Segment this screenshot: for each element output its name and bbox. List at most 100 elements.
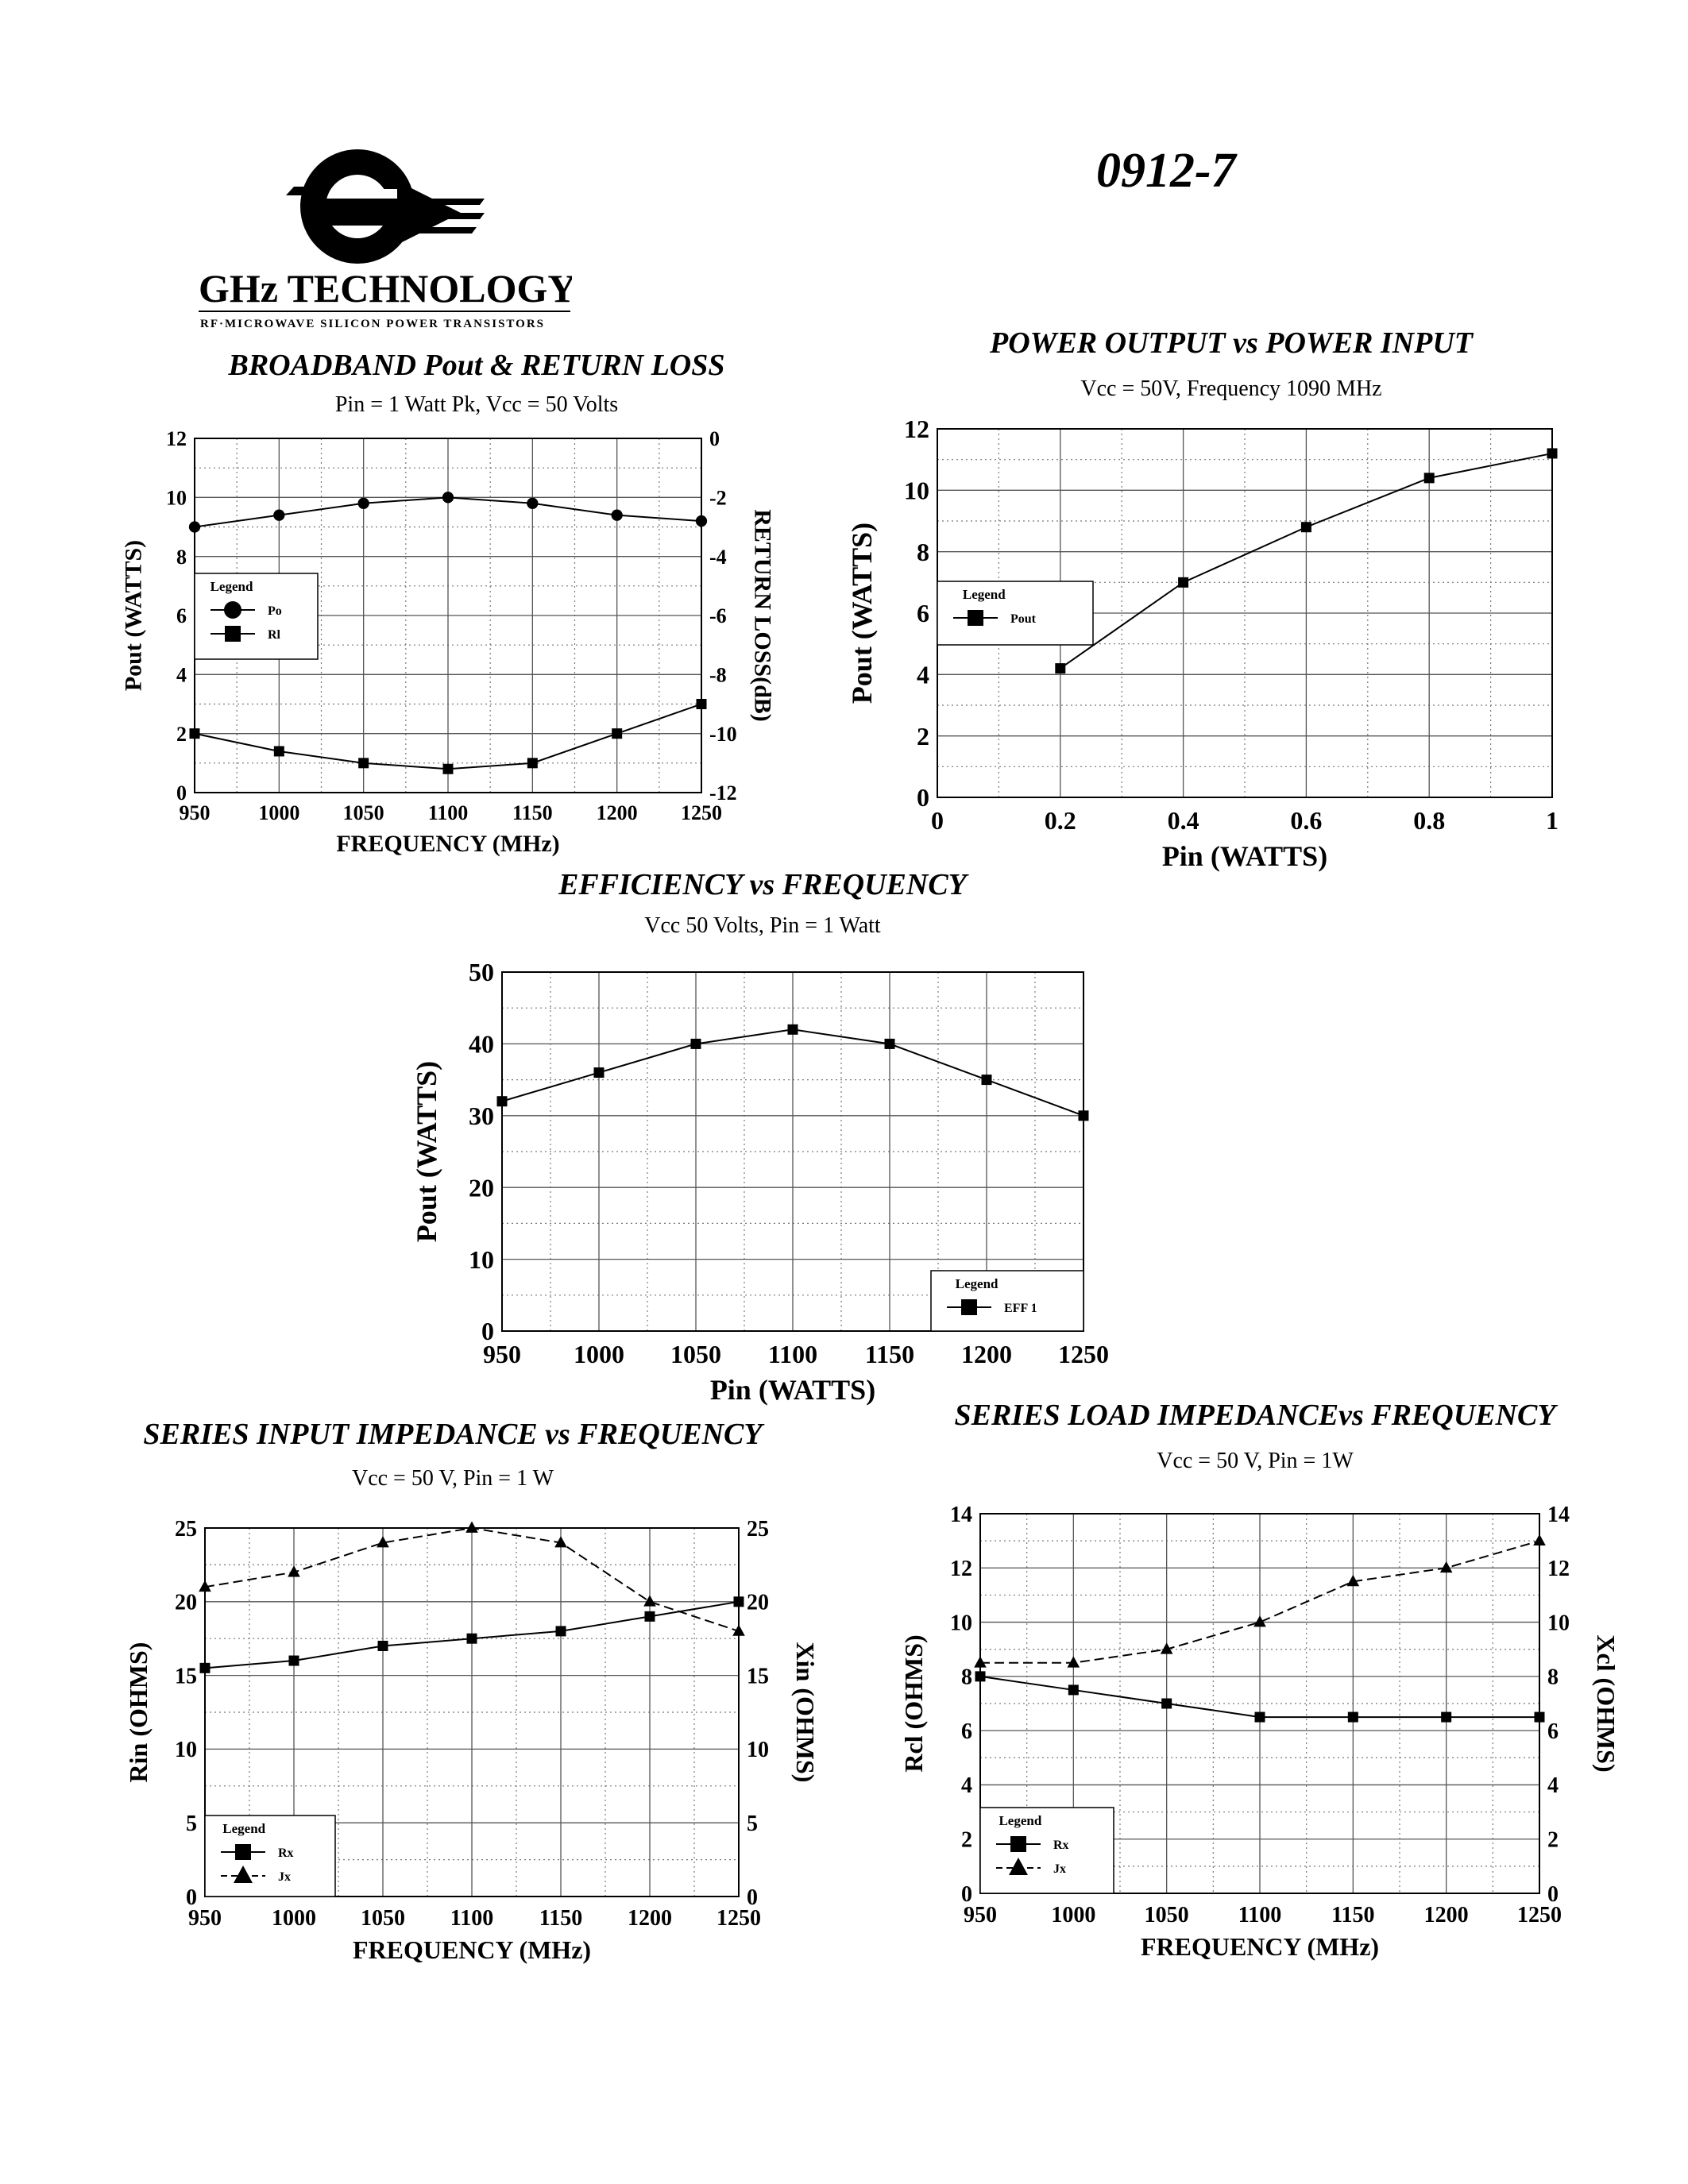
- chart-input-impedance: 950 1000 1050 1100 1150 1200 12500510152025051…: [124, 1517, 820, 1964]
- x-tick-label: 1000: [272, 1906, 316, 1931]
- x-tick-label: 1100: [450, 1906, 493, 1931]
- data-point: [1347, 1711, 1358, 1723]
- data-point: [1055, 663, 1066, 674]
- data-point: [199, 1580, 211, 1592]
- x-tick-label: 1050: [343, 801, 384, 824]
- y-right-tick-label: 0: [709, 427, 720, 450]
- y-right-tick-label: 6: [1547, 1719, 1559, 1744]
- data-point: [696, 699, 707, 709]
- x-tick-label: 950: [483, 1340, 521, 1368]
- legend-marker: [968, 610, 983, 626]
- data-point: [974, 1656, 987, 1668]
- data-point: [189, 728, 200, 739]
- data-point: [1533, 1534, 1546, 1545]
- y-right-axis-label: Xin (OHMS): [791, 1642, 820, 1783]
- y-tick-label: 6: [961, 1719, 972, 1744]
- plot-frame: [979, 1513, 1540, 1894]
- legend-label: Jx: [278, 1870, 291, 1884]
- data-point: [884, 1038, 895, 1049]
- data-point: [975, 1671, 986, 1682]
- load-impedance-title: SERIES LOAD IMPEDANCEvs FREQUENCY: [954, 1399, 1556, 1432]
- legend-label: EFF 1: [1004, 1302, 1037, 1315]
- y-right-tick-label: -6: [709, 604, 727, 627]
- data-point: [273, 509, 285, 521]
- y-axis-label: Pout (WATTS): [411, 1061, 442, 1242]
- y-tick-label: 4: [917, 661, 929, 689]
- x-tick-label: 1150: [512, 801, 553, 824]
- y-right-tick-label: 8: [1547, 1665, 1559, 1690]
- legend-box: [979, 1807, 1114, 1894]
- x-tick-label: 950: [188, 1906, 222, 1931]
- legend-box: [194, 573, 319, 660]
- y-tick-label: 8: [917, 538, 929, 566]
- data-point: [593, 1067, 605, 1078]
- legend-box: [930, 1270, 1084, 1332]
- x-tick-label: 1150: [539, 1906, 582, 1931]
- x-tick-label: 1200: [628, 1906, 672, 1931]
- x-tick-label: 1100: [768, 1340, 817, 1368]
- data-point: [357, 497, 369, 509]
- legend-label: Rx: [1053, 1839, 1069, 1852]
- y-right-tick-label: -8: [709, 663, 727, 686]
- data-point: [732, 1624, 745, 1636]
- x-tick-label: 950: [964, 1903, 997, 1927]
- legend-title: Legend: [222, 1821, 265, 1836]
- x-tick-label: 950: [180, 801, 211, 824]
- y-tick-label: 2: [961, 1828, 972, 1853]
- data-point: [496, 1096, 508, 1107]
- y-tick-label: 25: [175, 1517, 197, 1542]
- legend: Legend Rx Jx: [979, 1807, 1114, 1894]
- y-tick-label: 12: [166, 427, 187, 450]
- x-tick-label: 1: [1546, 806, 1559, 835]
- y-tick-label: 14: [950, 1503, 972, 1527]
- y-tick-label: 20: [175, 1591, 197, 1615]
- x-tick-label: 1000: [574, 1340, 624, 1368]
- legend: Legend Rx Jx: [204, 1815, 336, 1897]
- y-right-tick-label: 5: [747, 1812, 758, 1836]
- y-right-tick-label: 12: [1547, 1557, 1570, 1581]
- y-axis-label: Rin (OHMS): [124, 1642, 153, 1783]
- y-tick-label: 40: [469, 1030, 494, 1059]
- company-logo: GHz TECHNOLOGY RF·MICROWAVE SILICON POWE…: [199, 149, 572, 330]
- y-tick-label: 0: [481, 1317, 494, 1345]
- y-right-tick-label: -4: [709, 546, 727, 569]
- x-tick-label: 1050: [361, 1906, 405, 1931]
- broadband-subtitle: Pin = 1 Watt Pk, Vcc = 50 Volts: [334, 392, 619, 417]
- data-point: [1423, 473, 1435, 484]
- x-tick-label: 1200: [1424, 1903, 1469, 1927]
- data-point: [442, 492, 454, 504]
- y-tick-label: 6: [917, 599, 929, 627]
- y-tick-label: 4: [961, 1773, 972, 1798]
- legend-box: [204, 1815, 336, 1897]
- data-point: [1078, 1110, 1089, 1121]
- x-tick-label: 1200: [597, 801, 638, 824]
- y-right-tick-label: 15: [747, 1664, 769, 1688]
- x-tick-label: 1250: [681, 801, 722, 824]
- x-axis-label: Pin (WATTS): [710, 1374, 875, 1406]
- x-tick-label: 1000: [1051, 1903, 1095, 1927]
- data-point: [644, 1611, 655, 1622]
- data-point: [612, 728, 623, 739]
- legend-label: Jx: [1053, 1862, 1066, 1876]
- y-tick-label: 12: [950, 1557, 972, 1581]
- data-point: [288, 1655, 299, 1666]
- y-right-axis-label: RETURN LOSS(dB): [750, 509, 776, 722]
- data-point: [527, 497, 539, 509]
- y-tick-label: 8: [961, 1665, 972, 1690]
- data-point: [695, 515, 708, 527]
- y-tick-label: 50: [469, 958, 494, 986]
- x-tick-label: 1250: [1058, 1340, 1109, 1368]
- data-point: [1254, 1711, 1265, 1723]
- efficiency-title: EFFICIENCY vs FREQUENCY: [558, 868, 967, 901]
- y-tick-label: 10: [166, 486, 187, 509]
- y-tick-label: 20: [469, 1173, 494, 1202]
- y-right-tick-label: 0: [747, 1885, 758, 1910]
- x-tick-label: 1250: [1517, 1903, 1562, 1927]
- legend-marker: [225, 626, 241, 642]
- data-point: [199, 1662, 211, 1673]
- data-point: [466, 1633, 477, 1644]
- x-tick-label: 0.2: [1045, 806, 1076, 835]
- y-tick-label: 30: [469, 1102, 494, 1130]
- y-axis-label: Pout (WATTS): [846, 523, 878, 704]
